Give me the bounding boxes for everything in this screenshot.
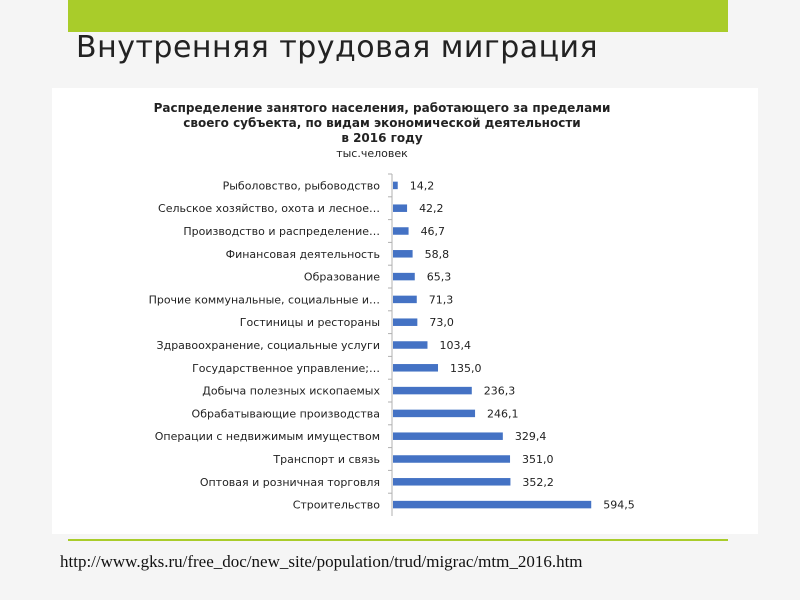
category-label: Производство и распределение… <box>183 225 380 238</box>
value-label: 351,0 <box>522 453 554 466</box>
category-label: Операции с недвижимым имуществом <box>155 430 380 443</box>
bar <box>393 250 413 258</box>
category-label: Добыча полезных ископаемых <box>202 385 380 398</box>
category-label: Строительство <box>293 499 381 512</box>
bar <box>393 181 398 190</box>
chart-title-line-3: в 2016 году <box>341 131 423 145</box>
bar <box>393 272 415 281</box>
value-label: 135,0 <box>450 362 482 375</box>
chart-title-line-1: Распределение занятого населения, работа… <box>154 101 611 115</box>
bar-chart: Распределение занятого населения, работа… <box>149 101 635 516</box>
category-label: Сельское хозяйство, охота и лесное… <box>158 202 380 215</box>
bar <box>393 409 476 418</box>
value-label: 42,2 <box>419 202 444 215</box>
bar <box>393 478 511 486</box>
value-label: 14,2 <box>410 179 435 192</box>
bars-group: Рыболовство, рыбоводство 14,2 Сельское хоз… <box>149 173 635 512</box>
value-label: 58,8 <box>425 248 450 261</box>
category-label: Транспорт и связь <box>272 453 380 466</box>
category-label: Прочие коммунальные, социальные и… <box>149 293 380 306</box>
source-link[interactable]: http://www.gks.ru/free_doc/new_site/popu… <box>60 552 583 571</box>
value-label: 594,5 <box>603 499 635 512</box>
value-label: 46,7 <box>421 225 446 238</box>
bar <box>393 432 503 440</box>
value-label: 352,2 <box>522 476 554 489</box>
value-label: 329,4 <box>515 430 547 443</box>
chart-panel: Распределение занятого населения, работа… <box>52 88 758 534</box>
bar <box>393 295 417 304</box>
category-label: Государственное управление;… <box>192 362 380 375</box>
bar <box>393 386 472 395</box>
category-label: Обрабатывающие производства <box>192 407 380 420</box>
category-label: Гостиницы и рестораны <box>240 316 380 329</box>
category-label: Образование <box>304 271 380 284</box>
bar <box>393 500 592 509</box>
top-accent-bar <box>68 0 728 32</box>
category-label: Оптовая и розничная торговля <box>200 476 380 489</box>
bar <box>393 318 418 326</box>
bar <box>393 227 409 235</box>
value-label: 71,3 <box>429 293 454 306</box>
category-label: Финансовая деятельность <box>226 248 380 261</box>
chart-subtitle: тыс.человек <box>336 147 408 160</box>
category-label: Здравоохранение, социальные услуги <box>157 339 380 352</box>
slide-title: Внутренняя трудовая миграция <box>76 30 599 65</box>
bar <box>393 204 408 212</box>
value-label: 65,3 <box>427 271 452 284</box>
category-label: Рыболовство, рыбоводство <box>223 179 381 192</box>
value-label: 246,1 <box>487 407 519 420</box>
chart-title-line-2: своего субъекта, по видам экономической … <box>183 116 580 130</box>
value-label: 103,4 <box>439 339 471 352</box>
value-label: 236,3 <box>484 385 515 398</box>
bottom-divider <box>68 539 728 541</box>
value-label: 73,0 <box>429 316 454 329</box>
bar <box>393 455 511 463</box>
bar <box>393 341 428 349</box>
bar <box>393 364 439 372</box>
